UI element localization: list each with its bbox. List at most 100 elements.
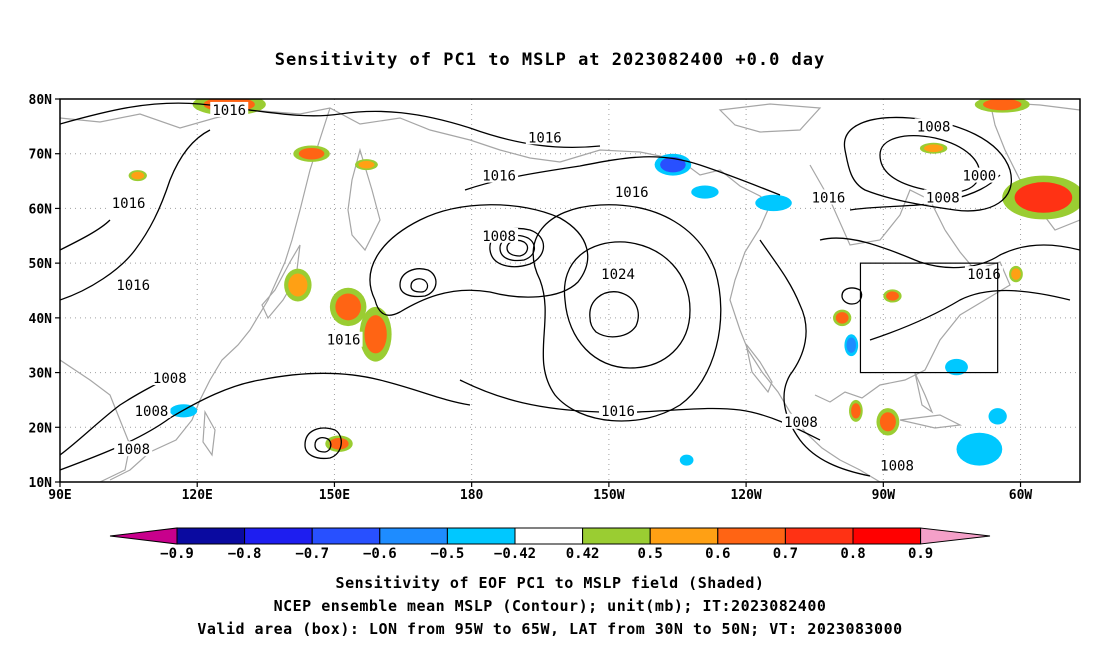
contour-trough-na <box>759 239 871 477</box>
sensitivity-blob <box>876 408 900 436</box>
sensitivity-blob-core <box>886 291 899 301</box>
sensitivity-blob-core <box>681 456 692 464</box>
contour-line-1016-lowerwest <box>60 219 111 251</box>
contour-label: 1016 <box>615 185 649 201</box>
x-tick-label: 150E <box>319 488 350 503</box>
y-tick-label: 60N <box>29 202 53 217</box>
contour-high-1024-inner <box>589 291 639 338</box>
sensitivity-blob-core <box>329 437 349 450</box>
y-tick-label: 50N <box>29 257 53 272</box>
sensitivity-blob <box>293 145 330 162</box>
y-tick-label: 20N <box>29 421 53 436</box>
sensitivity-blob-core <box>358 160 375 169</box>
x-tick-label: 120E <box>182 488 213 503</box>
y-tick-label: 70N <box>29 148 53 163</box>
contour-label: 1008 <box>135 404 169 420</box>
sensitivity-blob-core <box>851 403 861 419</box>
colorbar-tick-label: −0.9 <box>160 546 194 562</box>
colorbar-tick-label: −0.6 <box>363 546 397 562</box>
contour-label-bg <box>878 457 917 473</box>
sensitivity-blob-core <box>298 147 325 160</box>
contour-label: 1016 <box>967 267 1001 283</box>
colorbar-box <box>176 527 246 545</box>
sensitivity-blob <box>849 399 863 422</box>
colorbar-tick-label: −0.7 <box>295 546 329 562</box>
contour-label: 1016 <box>812 190 846 206</box>
sensitivity-blob <box>691 185 719 199</box>
coastline-alaska <box>559 149 771 206</box>
contour-label: 1016 <box>112 196 146 212</box>
sensitivity-blob-core <box>924 144 944 153</box>
chart-title: Sensitivity of PC1 to MSLP at 2023082400… <box>274 50 826 70</box>
contour-label: 1024 <box>601 267 635 283</box>
sensitivity-blob <box>679 454 694 466</box>
x-tick-label: 90E <box>48 488 71 503</box>
contour-label-bg <box>781 413 820 429</box>
sensitivity-blob-core <box>963 437 996 461</box>
contour-label: 1016 <box>528 130 562 146</box>
sensitivity-blob-core <box>660 156 686 173</box>
y-tick-label: 10N <box>29 476 53 491</box>
x-tick-label: 120W <box>730 488 761 503</box>
colorbar-tick-label: 0.8 <box>840 546 865 562</box>
colorbar-box <box>446 527 516 545</box>
sensitivity-blob-core <box>879 412 896 432</box>
y-tick-label: 80N <box>29 93 53 108</box>
contour-line-1016-north <box>60 102 601 149</box>
sensitivity-blob <box>974 99 1030 113</box>
contour-high-1024-outer <box>563 241 691 369</box>
contour-label-bg <box>480 167 519 183</box>
colorbar-box <box>582 527 651 545</box>
contour-label: 1016 <box>601 404 635 420</box>
colorbar: −0.9 −0.8 −0.7 −0.6 −0.5 −0.42 0.42 0.5 0.6 0.7 0.… <box>109 527 991 562</box>
x-tick-label: 60W <box>1009 488 1033 503</box>
sensitivity-blob <box>1009 265 1023 283</box>
footer-contour-caption: NCEP ensemble mean MSLP (Contour); unit(… <box>273 597 827 615</box>
sensitivity-blob-core <box>1011 268 1021 280</box>
contour-1016-atlantic <box>869 289 1071 341</box>
coastline-indochina <box>60 359 131 482</box>
sensitivity-blob <box>844 334 859 357</box>
contour-label: 1008 <box>116 442 150 458</box>
contour-label-bg <box>525 129 564 145</box>
sensitivity-blob <box>329 287 367 327</box>
valid-area-box <box>859 262 999 374</box>
colorbar-tick-label: 0.6 <box>705 546 730 562</box>
colorbar-box <box>244 527 313 545</box>
contour-label-bg <box>150 370 189 386</box>
sensitivity-blob-core <box>131 171 145 180</box>
contour-label-bg <box>964 266 1003 282</box>
contour-label: 1016 <box>482 169 516 185</box>
colorbar-tick-label: −0.5 <box>431 546 465 562</box>
contour-label: 1000 <box>963 169 997 185</box>
sensitivity-blob-core <box>1014 182 1073 213</box>
contour-low-ring-5 <box>410 278 429 293</box>
y-tick-label: 40N <box>29 312 53 327</box>
sensitivity-blob-core <box>835 312 849 324</box>
sensitivity-blob <box>654 153 692 176</box>
contour-label-bg <box>960 167 999 183</box>
colorbar-box <box>311 527 381 545</box>
footer-shading-caption: Sensitivity of EOF PC1 to MSLP field (Sh… <box>335 574 765 592</box>
sensitivity-blob <box>128 170 147 182</box>
contour-label: 1016 <box>212 103 246 119</box>
contour-1008-outer <box>369 204 589 316</box>
contour-label-bg <box>612 184 651 200</box>
colorbar-below-triangle <box>109 527 178 545</box>
coastline-kamchatka <box>347 147 381 252</box>
contour-label-bg <box>132 402 171 418</box>
sensitivity-blob-core <box>846 337 857 353</box>
contour-label: 1008 <box>153 371 187 387</box>
sensitivity-blob-core <box>335 293 361 321</box>
sensitivity-blob <box>988 408 1007 425</box>
sensitivity-blob <box>284 268 312 302</box>
contour-label-bg <box>599 402 638 418</box>
coastline-japan <box>261 244 301 320</box>
coastline-na-west <box>729 204 881 482</box>
contour-1008-low-outer <box>843 116 1012 212</box>
map-frame <box>59 98 1081 483</box>
contour-line-1016-subpolar <box>464 156 781 196</box>
sensitivity-blob <box>833 309 852 327</box>
sensitivity-blob <box>956 432 1003 466</box>
